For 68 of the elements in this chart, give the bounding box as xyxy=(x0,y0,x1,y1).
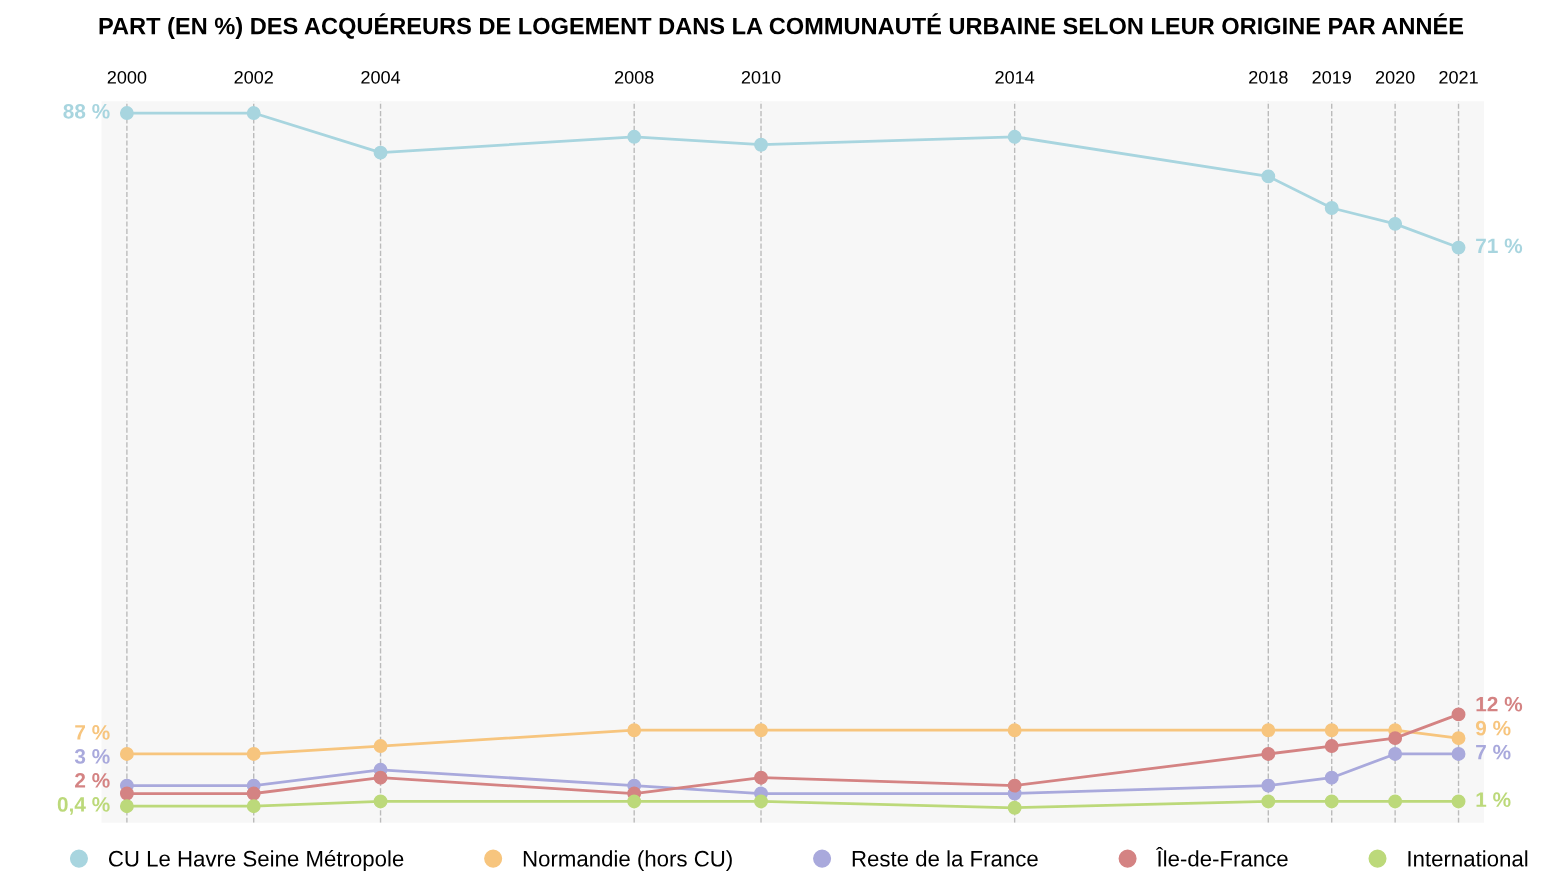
data-label: 88 % xyxy=(63,103,110,119)
point xyxy=(1451,794,1466,809)
point xyxy=(1388,794,1403,809)
data-label: 12 % xyxy=(1476,696,1523,712)
point xyxy=(1261,169,1276,184)
legend-label: Normandie (hors CU) xyxy=(523,850,732,871)
data-label: 7 % xyxy=(75,725,110,740)
point xyxy=(246,747,261,761)
data-label: 1 % xyxy=(1476,792,1511,807)
point xyxy=(246,799,261,814)
data-label: 0,4 % xyxy=(57,797,110,815)
point xyxy=(1324,739,1339,753)
point xyxy=(246,106,261,121)
point xyxy=(1007,800,1022,815)
x-tick-label: 2020 xyxy=(1375,70,1415,84)
x-tick-label: 2010 xyxy=(741,70,781,84)
point xyxy=(119,786,134,801)
point xyxy=(1261,723,1276,738)
chart-title: PART (EN %) DES ACQUÉREURS DE LOGEMENT DANS LA COMMUNAUTÉ URBAINE SELON LEUR ORIGINE PAR ANNÉE xyxy=(99,13,1464,40)
point xyxy=(1261,747,1276,761)
point xyxy=(1388,731,1403,746)
point xyxy=(1451,240,1466,255)
point xyxy=(627,129,642,144)
data-label: 3 % xyxy=(74,749,110,764)
point xyxy=(1007,129,1022,144)
point xyxy=(1451,731,1466,746)
point xyxy=(754,137,768,152)
x-tick-label: 2014 xyxy=(995,70,1035,84)
point xyxy=(1007,778,1022,793)
point xyxy=(246,786,261,801)
point xyxy=(1324,794,1339,809)
x-tick-label: 2021 xyxy=(1439,70,1478,84)
legend-label: CU Le Havre Seine Métropole xyxy=(108,850,404,871)
point xyxy=(1451,707,1466,722)
point xyxy=(1388,747,1403,761)
point xyxy=(119,799,134,814)
x-tick-label: 2000 xyxy=(107,70,147,84)
data-label: 7 % xyxy=(1476,744,1511,760)
data-label: 2 % xyxy=(75,773,110,788)
x-tick-label: 2018 xyxy=(1249,70,1288,84)
x-tick-label: 2008 xyxy=(615,70,654,84)
legend-label: International xyxy=(1408,850,1528,867)
legend-label: Reste de la France xyxy=(852,850,1038,867)
point xyxy=(373,145,388,160)
point xyxy=(1007,723,1022,738)
point xyxy=(1388,216,1403,231)
point xyxy=(754,723,768,738)
point xyxy=(1324,201,1339,215)
point xyxy=(1261,778,1276,793)
point xyxy=(754,770,768,785)
point xyxy=(1324,770,1339,785)
point xyxy=(119,747,134,761)
point xyxy=(754,794,768,809)
point xyxy=(627,794,642,809)
data-label: 9 % xyxy=(1475,720,1511,736)
x-tick-label: 2002 xyxy=(234,70,273,84)
point xyxy=(373,770,388,785)
point xyxy=(373,794,388,809)
point xyxy=(1324,723,1339,738)
point xyxy=(627,723,642,738)
data-label: 71 % xyxy=(1476,238,1523,254)
legend-label: Île-de-France xyxy=(1155,846,1288,867)
point xyxy=(1451,747,1466,761)
point xyxy=(119,106,134,121)
point xyxy=(373,739,388,753)
x-tick-label: 2019 xyxy=(1312,70,1351,84)
x-tick-label: 2004 xyxy=(361,70,401,84)
point xyxy=(1261,794,1276,809)
